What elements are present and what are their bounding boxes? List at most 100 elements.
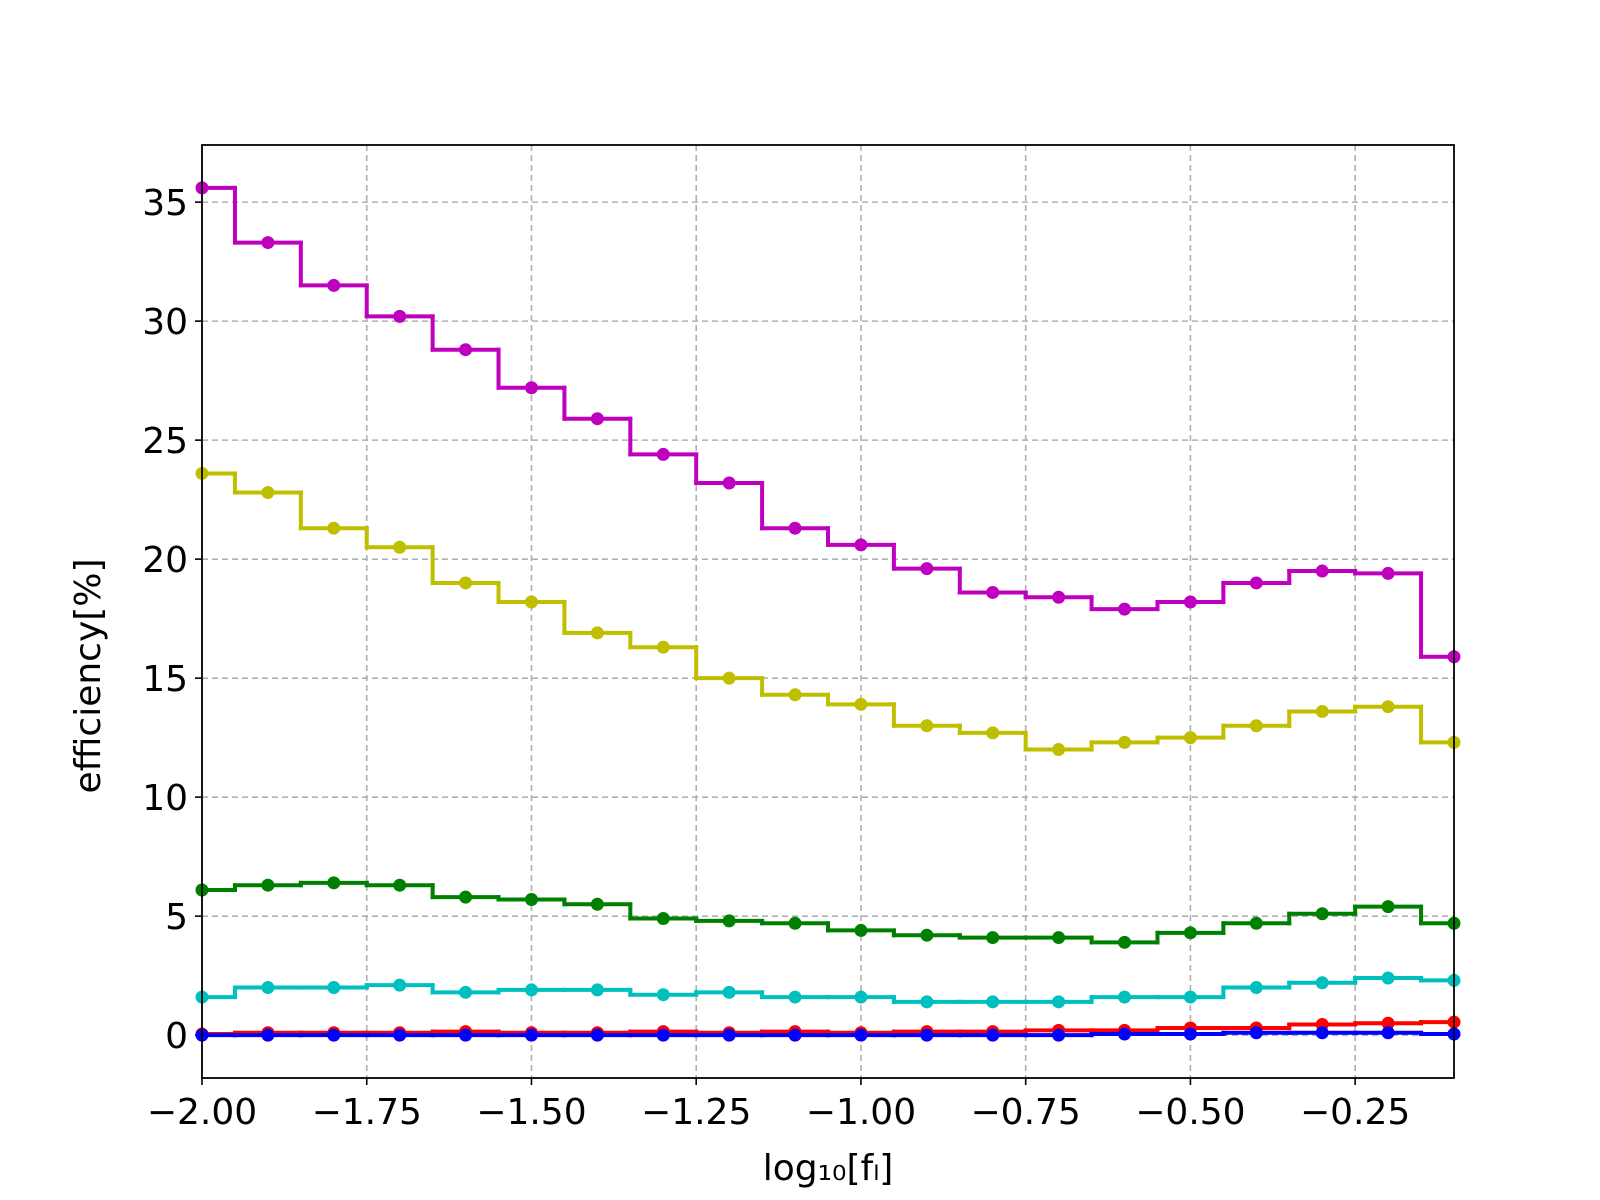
data-point [459, 985, 473, 999]
data-point [590, 983, 604, 997]
data-point [986, 1028, 1000, 1042]
data-point [986, 726, 1000, 740]
data-point [1052, 590, 1066, 604]
data-point [524, 983, 538, 997]
data-point [1052, 931, 1066, 945]
x-tick-label: −0.75 [971, 1092, 1081, 1133]
data-point [1381, 971, 1395, 985]
data-point [920, 1028, 934, 1042]
data-point [788, 990, 802, 1004]
data-point [1381, 566, 1395, 580]
data-point [656, 640, 670, 654]
data-point [261, 1028, 275, 1042]
x-tick-label: −1.75 [312, 1092, 422, 1133]
data-point [459, 1028, 473, 1042]
y-tick-label: 0 [165, 1016, 188, 1057]
data-point [722, 985, 736, 999]
data-point [722, 1028, 736, 1042]
data-point [1315, 976, 1329, 990]
plot-frame [201, 144, 1455, 1079]
data-point [1183, 990, 1197, 1004]
y-axis-label: efficiency[%] [68, 558, 109, 793]
data-point [656, 1028, 670, 1042]
data-point [1315, 1026, 1329, 1040]
data-point [1315, 564, 1329, 578]
data-point [393, 309, 407, 323]
data-point [1052, 743, 1066, 757]
data-point [854, 1028, 868, 1042]
data-point [1249, 916, 1263, 930]
data-point [1118, 935, 1132, 949]
data-point [986, 931, 1000, 945]
data-point [459, 576, 473, 590]
data-point [920, 928, 934, 942]
data-point [1315, 704, 1329, 718]
data-point [459, 890, 473, 904]
data-point [920, 562, 934, 576]
data-point [1381, 1026, 1395, 1040]
data-point [1249, 981, 1263, 995]
data-point [327, 278, 341, 292]
data-point [1183, 926, 1197, 940]
data-point [788, 521, 802, 535]
data-point [261, 485, 275, 499]
data-point [1381, 700, 1395, 714]
x-tick-label: −2.00 [147, 1092, 257, 1133]
y-tick-label: 25 [142, 421, 188, 462]
data-point [854, 538, 868, 552]
data-point [327, 1028, 341, 1042]
data-point [788, 1028, 802, 1042]
data-point [920, 995, 934, 1009]
x-tick-label: −0.25 [1300, 1092, 1410, 1133]
data-point [1052, 995, 1066, 1009]
data-point [524, 892, 538, 906]
data-point [393, 978, 407, 992]
y-tick-label: 35 [142, 183, 188, 224]
y-tick-label: 20 [142, 540, 188, 581]
data-point [590, 412, 604, 426]
data-point [656, 912, 670, 926]
data-point [986, 995, 1000, 1009]
data-point [327, 981, 341, 995]
data-point [1315, 907, 1329, 921]
x-tick-label: −1.50 [476, 1092, 586, 1133]
data-point [261, 878, 275, 892]
data-point [261, 981, 275, 995]
data-point [788, 688, 802, 702]
data-point [1381, 1016, 1395, 1030]
y-tick-label: 30 [142, 302, 188, 343]
data-point [524, 381, 538, 395]
data-point [854, 923, 868, 937]
data-point [459, 343, 473, 357]
data-point [393, 878, 407, 892]
data-point [788, 916, 802, 930]
data-point [854, 697, 868, 711]
data-point [1052, 1028, 1066, 1042]
x-axis-label: log₁₀[fₗ] [763, 1148, 893, 1189]
data-point [590, 626, 604, 640]
data-point [327, 521, 341, 535]
data-point [722, 476, 736, 490]
y-tick-label: 10 [142, 778, 188, 819]
data-point [524, 595, 538, 609]
data-point [1381, 900, 1395, 914]
data-point [920, 719, 934, 733]
data-point [590, 1028, 604, 1042]
data-point [1183, 731, 1197, 745]
x-tick-label: −1.00 [806, 1092, 916, 1133]
data-point [1249, 719, 1263, 733]
data-point [1183, 1027, 1197, 1041]
y-tick-label: 15 [142, 659, 188, 700]
data-point [393, 540, 407, 554]
data-point [854, 990, 868, 1004]
data-point [1118, 990, 1132, 1004]
data-point [590, 897, 604, 911]
data-point [1118, 735, 1132, 749]
data-point [327, 876, 341, 890]
data-point [393, 1028, 407, 1042]
data-point [1118, 602, 1132, 616]
data-point [1249, 576, 1263, 590]
data-point [1183, 595, 1197, 609]
data-point [524, 1028, 538, 1042]
